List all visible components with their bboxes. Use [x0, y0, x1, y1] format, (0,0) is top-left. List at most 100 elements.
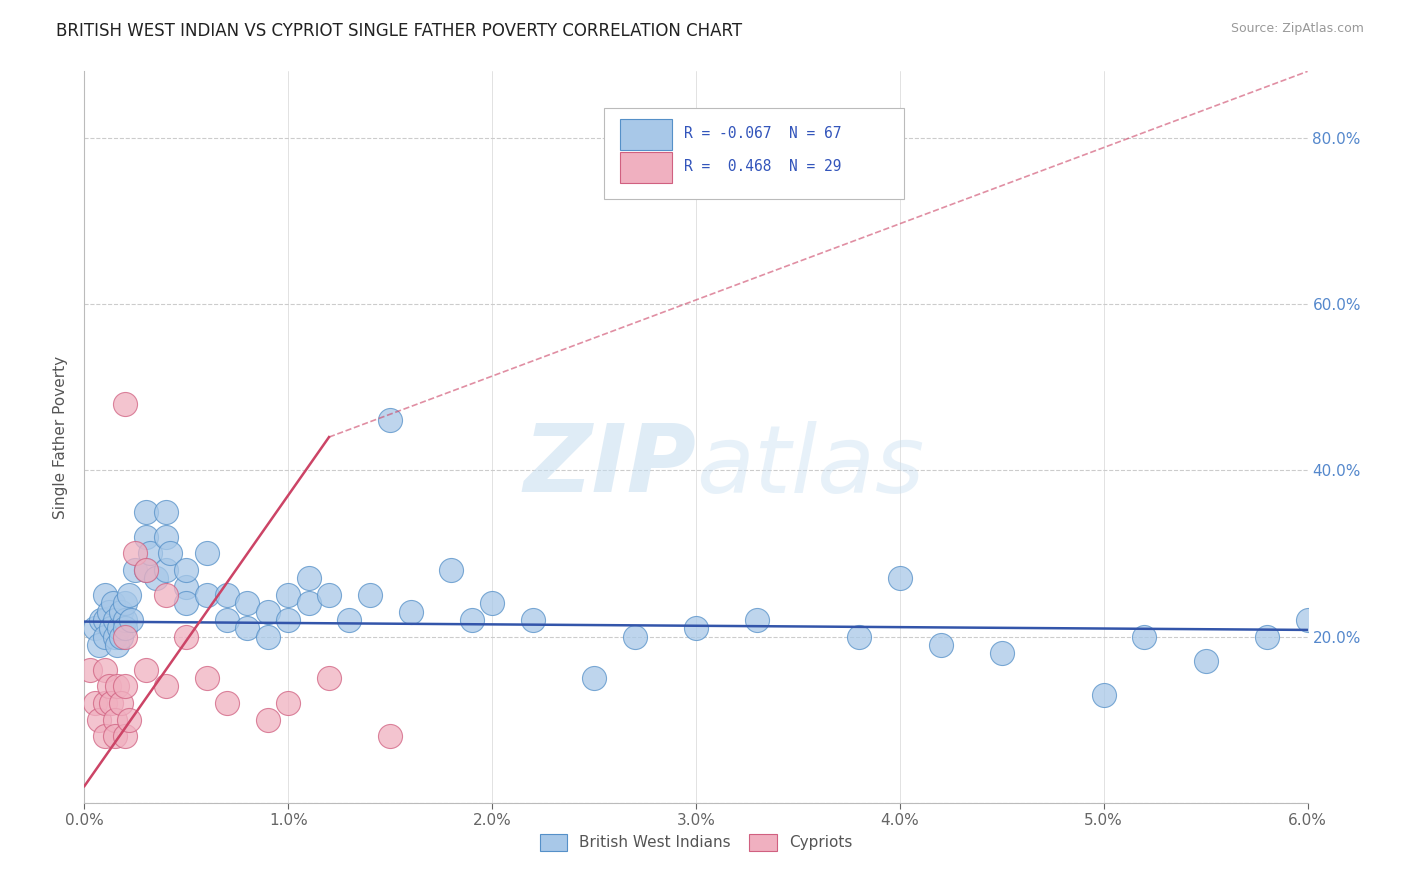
- Point: [195, 671, 218, 685]
- Point: [114, 397, 136, 411]
- Point: [114, 596, 136, 610]
- Point: [124, 563, 146, 577]
- Point: [118, 588, 141, 602]
- Point: [105, 638, 128, 652]
- Point: [135, 663, 157, 677]
- Point: [93, 630, 117, 644]
- Text: R =  0.468  N = 29: R = 0.468 N = 29: [683, 159, 841, 174]
- Point: [87, 638, 110, 652]
- Point: [685, 621, 707, 635]
- Point: [100, 696, 122, 710]
- Point: [110, 605, 132, 619]
- Point: [848, 630, 870, 644]
- Point: [1256, 630, 1278, 644]
- Point: [93, 663, 117, 677]
- Point: [110, 696, 132, 710]
- Point: [108, 621, 131, 635]
- Point: [1296, 613, 1319, 627]
- Point: [257, 605, 280, 619]
- Point: [104, 630, 127, 644]
- Point: [114, 613, 136, 627]
- Point: [155, 588, 177, 602]
- Point: [93, 729, 117, 743]
- Point: [124, 546, 146, 560]
- FancyBboxPatch shape: [620, 152, 672, 183]
- FancyBboxPatch shape: [620, 119, 672, 150]
- Point: [277, 613, 299, 627]
- Point: [583, 671, 606, 685]
- Point: [104, 713, 127, 727]
- Point: [176, 580, 198, 594]
- Point: [93, 613, 117, 627]
- FancyBboxPatch shape: [605, 108, 904, 200]
- Point: [155, 505, 177, 519]
- Point: [135, 563, 157, 577]
- Point: [138, 546, 160, 560]
- Point: [929, 638, 952, 652]
- Text: Source: ZipAtlas.com: Source: ZipAtlas.com: [1230, 22, 1364, 36]
- Point: [359, 588, 381, 602]
- Point: [277, 696, 299, 710]
- Point: [155, 530, 177, 544]
- Point: [440, 563, 463, 577]
- Point: [118, 713, 141, 727]
- Point: [135, 530, 157, 544]
- Point: [339, 613, 361, 627]
- Text: R = -0.067  N = 67: R = -0.067 N = 67: [683, 126, 841, 141]
- Point: [155, 680, 177, 694]
- Point: [83, 621, 105, 635]
- Text: atlas: atlas: [696, 421, 924, 512]
- Point: [155, 563, 177, 577]
- Point: [145, 571, 167, 585]
- Point: [105, 680, 128, 694]
- Point: [110, 630, 132, 644]
- Point: [399, 605, 422, 619]
- Point: [298, 571, 321, 585]
- Point: [104, 729, 127, 743]
- Text: ZIP: ZIP: [523, 420, 696, 512]
- Point: [217, 696, 239, 710]
- Point: [83, 696, 105, 710]
- Point: [889, 571, 911, 585]
- Legend: British West Indians, Cypriots: British West Indians, Cypriots: [533, 828, 859, 857]
- Point: [747, 613, 769, 627]
- Point: [90, 613, 112, 627]
- Point: [104, 613, 127, 627]
- Point: [991, 646, 1014, 660]
- Point: [1195, 655, 1218, 669]
- Point: [159, 546, 181, 560]
- Point: [97, 680, 120, 694]
- Point: [176, 596, 198, 610]
- Point: [217, 588, 239, 602]
- Point: [87, 713, 110, 727]
- Point: [93, 696, 117, 710]
- Point: [195, 588, 218, 602]
- Point: [277, 588, 299, 602]
- Point: [624, 630, 647, 644]
- Point: [114, 621, 136, 635]
- Point: [79, 663, 101, 677]
- Point: [236, 621, 259, 635]
- Point: [217, 613, 239, 627]
- Point: [135, 563, 157, 577]
- Point: [522, 613, 544, 627]
- Point: [135, 505, 157, 519]
- Point: [380, 413, 402, 427]
- Point: [195, 546, 218, 560]
- Point: [1133, 630, 1156, 644]
- Point: [380, 729, 402, 743]
- Point: [236, 596, 259, 610]
- Point: [120, 613, 142, 627]
- Point: [114, 630, 136, 644]
- Y-axis label: Single Father Poverty: Single Father Poverty: [53, 356, 69, 518]
- Point: [176, 630, 198, 644]
- Point: [257, 630, 280, 644]
- Point: [97, 605, 120, 619]
- Point: [257, 713, 280, 727]
- Point: [114, 680, 136, 694]
- Point: [461, 613, 484, 627]
- Point: [298, 596, 321, 610]
- Point: [100, 621, 122, 635]
- Point: [481, 596, 503, 610]
- Point: [93, 588, 117, 602]
